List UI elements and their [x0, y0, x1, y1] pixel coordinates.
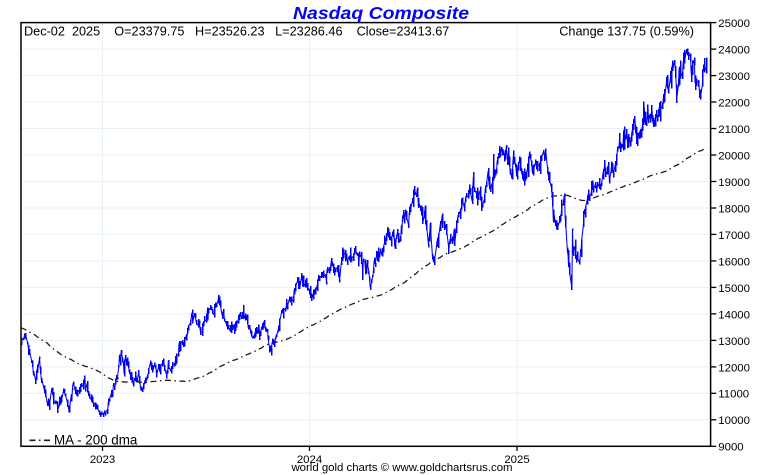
svg-text:13000: 13000 — [718, 336, 750, 348]
svg-text:16000: 16000 — [718, 256, 750, 268]
svg-text:23000: 23000 — [718, 71, 750, 83]
svg-text:18000: 18000 — [718, 203, 750, 215]
svg-text:21000: 21000 — [718, 124, 750, 136]
svg-text:Dec-02 2025 O=23379.75 H: Dec-02 2025 O=23379.75 H=23526.23 L=2328… — [24, 24, 449, 38]
svg-text:MA - 200 dma: MA - 200 dma — [54, 432, 138, 447]
svg-text:12000: 12000 — [718, 362, 750, 374]
svg-text:9000: 9000 — [718, 442, 743, 454]
svg-text:10000: 10000 — [718, 415, 750, 427]
svg-text:25000: 25000 — [718, 18, 750, 30]
svg-text:19000: 19000 — [718, 177, 750, 189]
svg-text:Change 137.75 (0.59%): Change 137.75 (0.59%) — [559, 24, 694, 38]
svg-text:24000: 24000 — [718, 45, 750, 57]
svg-text:Nasdaq Composite: Nasdaq Composite — [293, 3, 469, 23]
svg-text:14000: 14000 — [718, 309, 750, 321]
svg-text:11000: 11000 — [718, 389, 749, 401]
svg-text:world gold charts © www.goldch: world gold charts © www.goldchartsrus.co… — [290, 462, 512, 474]
svg-text:17000: 17000 — [718, 230, 750, 242]
svg-text:2023: 2023 — [90, 454, 115, 466]
svg-text:22000: 22000 — [718, 97, 750, 109]
svg-text:15000: 15000 — [718, 283, 750, 295]
svg-text:2025: 2025 — [504, 454, 529, 466]
svg-text:2024: 2024 — [297, 454, 322, 466]
svg-text:20000: 20000 — [718, 150, 750, 162]
